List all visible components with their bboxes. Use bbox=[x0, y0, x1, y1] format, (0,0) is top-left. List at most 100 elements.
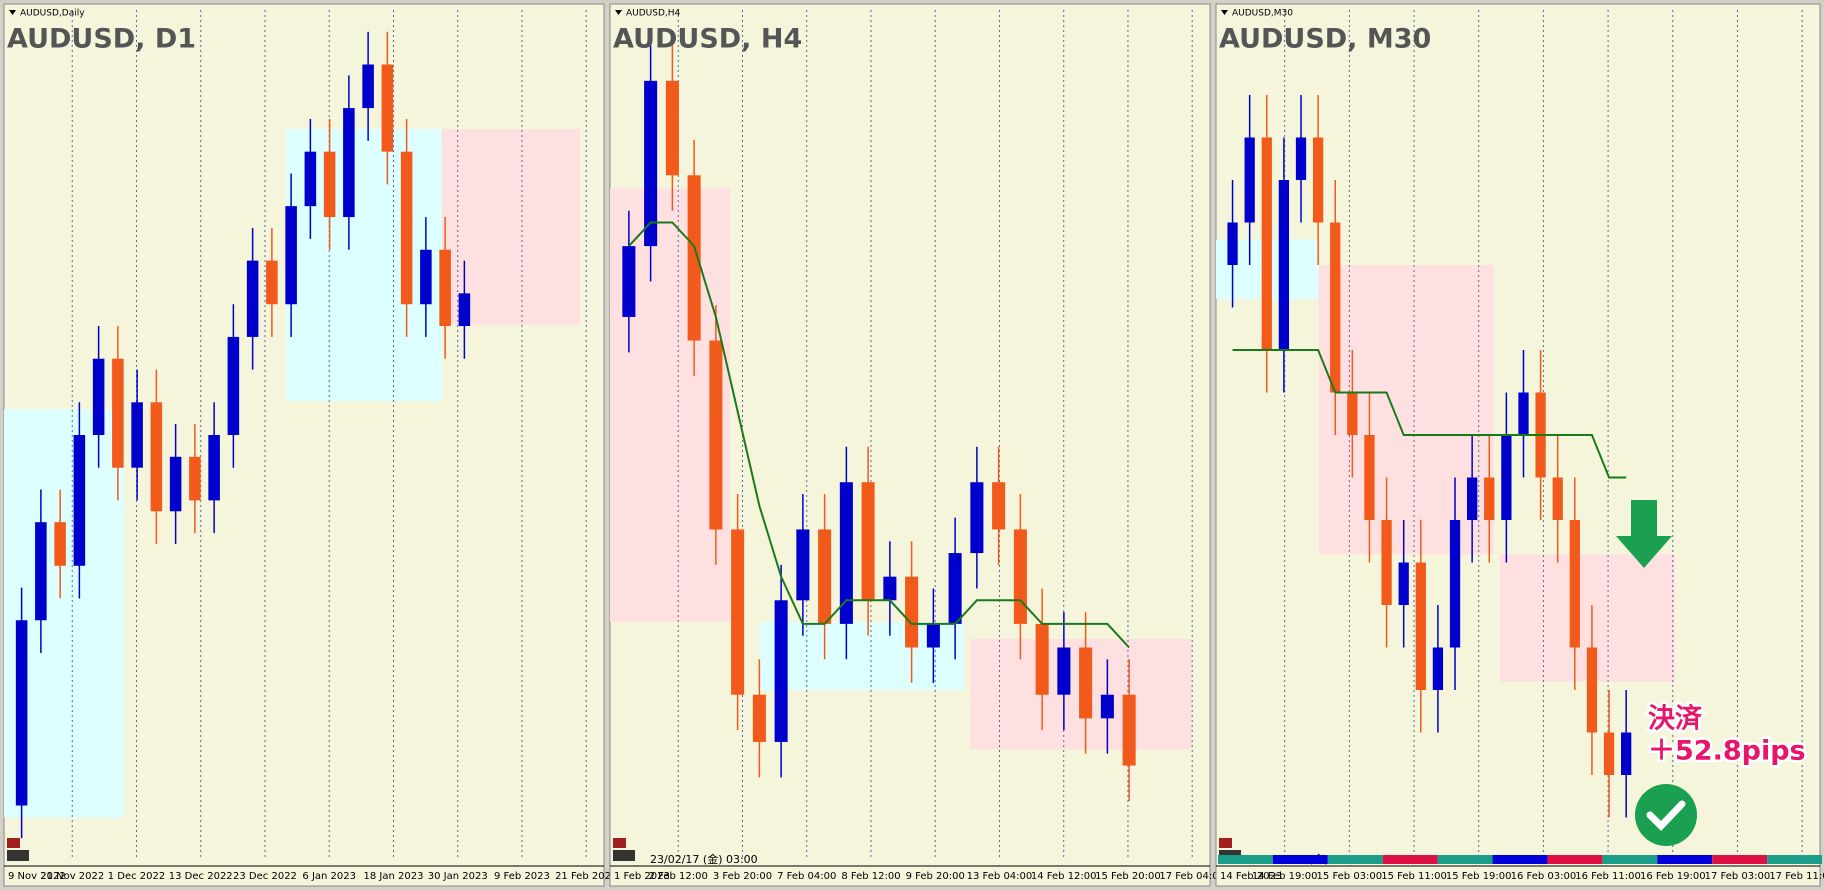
candle-body bbox=[948, 553, 962, 624]
time-label: 16 Feb 19:00 bbox=[1640, 871, 1706, 882]
time-label: 14 Feb 19:00 bbox=[1252, 871, 1318, 882]
session-bar bbox=[1547, 855, 1603, 864]
time-label: 1 Dec 2022 bbox=[108, 871, 166, 882]
time-label: 15 Feb 20:00 bbox=[1095, 871, 1161, 882]
time-label: 15 Feb 11:00 bbox=[1381, 871, 1447, 882]
candle-body bbox=[1621, 732, 1632, 775]
candle-body bbox=[1381, 520, 1392, 605]
candle-body bbox=[246, 260, 259, 337]
candle-body bbox=[92, 358, 105, 435]
annotation: 決済 bbox=[1648, 703, 1703, 735]
session-bar bbox=[1272, 855, 1328, 864]
candle-body bbox=[1518, 392, 1529, 435]
session-bar bbox=[1382, 855, 1438, 864]
time-label: 7 Feb 04:00 bbox=[777, 871, 836, 882]
session-bar bbox=[1327, 855, 1383, 864]
candle-body bbox=[752, 694, 766, 742]
candle-body bbox=[1057, 647, 1071, 695]
down-arrow bbox=[1616, 500, 1672, 568]
candle-body bbox=[1100, 694, 1114, 719]
time-label: 23 Dec 2022 bbox=[233, 871, 297, 882]
candle-body bbox=[227, 336, 240, 435]
candle-body bbox=[1449, 520, 1461, 648]
candle-body bbox=[861, 482, 875, 601]
candle-body bbox=[970, 482, 984, 554]
candle-body bbox=[1295, 137, 1307, 180]
candle-body bbox=[381, 64, 394, 152]
candle-body bbox=[304, 151, 317, 207]
time-label: 16 Feb 03:00 bbox=[1511, 871, 1577, 882]
panel-header: AUDUSD,M30 bbox=[1232, 9, 1293, 19]
candle-body bbox=[1330, 222, 1341, 393]
time-label: 9 Nov 2022 bbox=[8, 871, 66, 882]
candle-body bbox=[731, 529, 745, 695]
panel-header: AUDUSD,H4 bbox=[626, 9, 681, 19]
candle-body bbox=[1347, 392, 1358, 435]
candle-body bbox=[285, 206, 297, 305]
candle-body bbox=[266, 260, 278, 305]
candle-body bbox=[905, 576, 919, 648]
check-badge bbox=[1635, 784, 1697, 846]
candle-body bbox=[1415, 562, 1426, 690]
annotation: ＋52.8pips bbox=[1648, 736, 1806, 767]
time-label: 9 Feb 2023 bbox=[494, 871, 550, 882]
candle-body bbox=[54, 522, 66, 566]
candle-body bbox=[15, 620, 28, 806]
time-label: 13 Feb 04:00 bbox=[967, 871, 1033, 882]
candle-body bbox=[35, 522, 47, 621]
candle-body bbox=[420, 249, 432, 305]
candle-body bbox=[774, 600, 788, 742]
moving-average bbox=[1232, 349, 1627, 479]
candle-body bbox=[1501, 435, 1512, 520]
header-arrow bbox=[615, 10, 622, 15]
session-bar bbox=[1492, 855, 1548, 864]
chart-title: AUDUSD, H4 bbox=[613, 24, 802, 55]
candle-body bbox=[343, 108, 355, 218]
time-label: 21 Feb 2023 bbox=[555, 871, 617, 882]
time-label: 17 Feb 11:00 bbox=[1769, 871, 1824, 882]
time-label: 3 Feb 20:00 bbox=[713, 871, 772, 882]
candle-body bbox=[1467, 477, 1478, 520]
chart-title: AUDUSD, D1 bbox=[7, 24, 196, 55]
session-bar bbox=[1657, 855, 1713, 864]
candle-body bbox=[1569, 520, 1580, 648]
header-arrow bbox=[1221, 10, 1228, 15]
candle-body bbox=[665, 80, 679, 176]
time-label: 14 Feb 12:00 bbox=[1031, 871, 1097, 882]
candle-body bbox=[1013, 529, 1027, 624]
candle-body bbox=[323, 151, 336, 218]
time-label: 14 Feb 2023 bbox=[1220, 871, 1282, 882]
candle-body bbox=[1035, 623, 1049, 695]
time-label: 13 Dec 2022 bbox=[169, 871, 233, 882]
time-label: 30 Jan 2023 bbox=[428, 871, 488, 882]
time-label: 1 Feb 2023 bbox=[614, 871, 670, 882]
candle-body bbox=[1227, 222, 1238, 265]
footer-time: 23/02/17 (金) 03:00 bbox=[650, 852, 758, 866]
candle-body bbox=[73, 435, 86, 566]
one-click-box bbox=[613, 850, 635, 861]
time-label: 6 Jan 2023 bbox=[302, 871, 356, 882]
time-label: 15 Feb 19:00 bbox=[1446, 871, 1512, 882]
check-mark bbox=[1646, 800, 1686, 832]
candle-body bbox=[400, 151, 413, 305]
candle-body bbox=[622, 246, 636, 317]
candle-body bbox=[883, 576, 897, 601]
close-button bbox=[7, 838, 20, 848]
candle-body bbox=[1484, 477, 1495, 520]
close-button bbox=[613, 838, 626, 848]
one-click-box bbox=[7, 850, 29, 861]
candle-body bbox=[1244, 137, 1255, 223]
candle-body bbox=[1312, 137, 1324, 223]
candle-body bbox=[644, 80, 658, 247]
candle-body bbox=[796, 529, 810, 601]
chart-title: AUDUSD, M30 bbox=[1219, 24, 1431, 55]
candle-body bbox=[439, 249, 451, 327]
candle-body bbox=[131, 402, 143, 468]
candle-body bbox=[1261, 137, 1272, 350]
candle-body bbox=[818, 529, 832, 624]
time-label: 15 Feb 03:00 bbox=[1317, 871, 1383, 882]
